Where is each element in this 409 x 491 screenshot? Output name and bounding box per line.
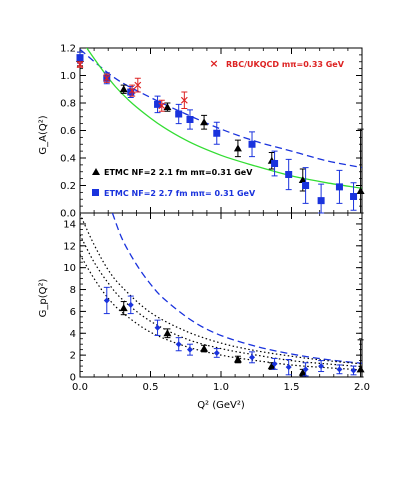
legend-rbc-marker: × xyxy=(209,57,218,70)
top-square-point xyxy=(317,197,325,205)
bottom-star-point xyxy=(271,360,278,367)
bottom-star-point xyxy=(318,363,325,370)
bottom-star-point xyxy=(213,349,220,356)
top-square-point xyxy=(76,54,84,62)
legend-etmc-21-marker xyxy=(92,168,100,175)
top-ytick-label: 0.0 xyxy=(60,209,76,220)
bottom-star-point xyxy=(336,366,343,373)
top-triangle-point xyxy=(233,144,242,152)
top-square-point xyxy=(350,193,358,200)
bottom-star-point xyxy=(175,341,182,348)
legend-rbc: × RBC/UKQCD mπ=0.33 GeV xyxy=(209,57,344,70)
bottom-ylabel: G_p(Q²) xyxy=(38,279,49,318)
bottom-triangle-point xyxy=(298,368,307,376)
top-cross-point xyxy=(180,96,188,104)
bottom-triangle-point xyxy=(163,329,172,337)
legend-rbc-label: RBC/UKQCD mπ=0.33 GeV xyxy=(226,60,345,69)
bottom-panel-frame xyxy=(79,212,363,378)
top-ytick-label: 0.8 xyxy=(60,99,76,110)
bottom-star-point xyxy=(249,354,256,361)
bottom-ytick-label: 0 xyxy=(70,373,76,384)
bottom-triangle-point xyxy=(356,365,365,373)
bottom-triangle-point xyxy=(200,344,209,352)
bottom-star-point xyxy=(103,297,110,304)
legend-etmc-27: ETMC NF=2 2.7 fm mπ= 0.31 GeV xyxy=(92,189,256,198)
bottom-xtick-label: 0.5 xyxy=(143,382,159,393)
top-cross-point xyxy=(103,74,111,82)
bottom-ytick-label: 10 xyxy=(63,263,76,274)
top-cross-point xyxy=(158,102,166,110)
legend-etmc-27-label: ETMC NF=2 2.7 fm mπ= 0.31 GeV xyxy=(104,189,256,198)
legend-etmc-21: ETMC NF=2 2.1 fm mπ=0.31 GeV xyxy=(92,168,253,177)
bottom-curve-dotted xyxy=(80,213,362,365)
bottom-ytick-label: 6 xyxy=(70,307,76,318)
bottom-xtick-label: 2.0 xyxy=(354,382,370,393)
top-square-point xyxy=(154,100,162,108)
bottom-triangle-point xyxy=(233,355,242,363)
top-square-point xyxy=(271,160,279,167)
top-ytick-label: 0.6 xyxy=(60,126,76,137)
top-square-point xyxy=(175,110,183,118)
legend-etmc-21-label: ETMC NF=2 2.1 fm mπ=0.31 GeV xyxy=(104,168,253,177)
bottom-curve-dotted xyxy=(80,234,362,368)
bottom-ytick-label: 12 xyxy=(63,241,76,252)
top-square-point xyxy=(186,116,194,123)
bottom-star-point xyxy=(186,346,193,353)
bottom-xtick-label: 0.0 xyxy=(72,382,88,393)
bottom-ytick-label: 14 xyxy=(63,219,76,230)
top-square-point xyxy=(335,183,343,191)
top-ylabel: G_A(Q²) xyxy=(38,115,49,154)
bottom-curve-dotted xyxy=(80,254,362,371)
top-square-point xyxy=(285,171,293,178)
bottom-xtick-label: 1.5 xyxy=(284,382,300,393)
top-ytick-label: 1.0 xyxy=(60,71,76,82)
bottom-xtick-label: 1.0 xyxy=(213,382,229,393)
bottom-star-point xyxy=(350,367,357,374)
bottom-ytick-label: 4 xyxy=(70,329,76,340)
bottom-xlabel: Q² (GeV²) xyxy=(197,400,245,411)
top-curve-solid xyxy=(85,48,362,189)
top-triangle-point xyxy=(200,118,209,126)
legend-etmc-27-marker xyxy=(92,189,99,196)
top-square-point xyxy=(248,140,256,148)
top-cross-point xyxy=(128,87,136,95)
bottom-ytick-label: 8 xyxy=(70,285,76,296)
top-square-point xyxy=(302,182,310,189)
bottom-ytick-label: 2 xyxy=(70,351,76,362)
top-cross-point xyxy=(134,81,142,89)
bottom-star-point xyxy=(285,364,292,371)
top-triangle-point xyxy=(298,176,307,183)
bottom-triangle-point xyxy=(267,362,276,370)
top-triangle-point xyxy=(163,103,172,111)
points-layer xyxy=(76,51,365,378)
top-cross-point xyxy=(76,61,84,68)
bottom-triangle-point xyxy=(119,304,128,312)
top-ytick-label: 0.2 xyxy=(60,181,76,192)
top-ytick-label: 1.2 xyxy=(60,44,76,55)
top-triangle-point xyxy=(356,187,365,194)
top-triangle-point xyxy=(119,85,128,93)
top-square-point xyxy=(213,129,221,137)
bottom-star-point xyxy=(127,301,134,308)
bottom-star-point xyxy=(154,324,161,331)
bottom-star-point xyxy=(302,366,309,373)
bottom-curve-dashed xyxy=(111,213,362,364)
top-ytick-label: 0.4 xyxy=(60,154,76,165)
